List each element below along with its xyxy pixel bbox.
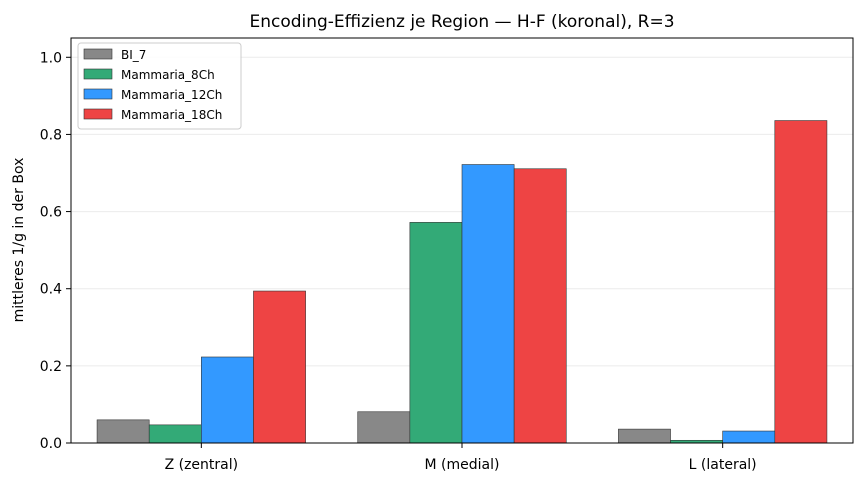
y-tick-label: 0.4 <box>40 282 62 298</box>
bar-mammaria-12ch <box>722 430 776 444</box>
bar-mammaria-18ch <box>253 290 306 444</box>
y-tick-label: 0.8 <box>40 127 62 143</box>
y-axis-label: mittleres 1/g in der Box <box>11 158 27 323</box>
y-tick-label: 1.0 <box>40 50 62 66</box>
legend-swatch <box>83 48 113 60</box>
bar-bi-7 <box>618 428 671 444</box>
legend-label: BI_7 <box>121 48 146 62</box>
y-tick-label: 0.0 <box>40 436 62 452</box>
y-axis: 0.0 0.2 0.4 0.6 0.8 1.0 <box>40 50 71 452</box>
legend-box <box>77 42 242 130</box>
y-tick-label: 0.2 <box>40 359 62 375</box>
legend-swatch <box>83 108 113 120</box>
x-tick-label: L (lateral) <box>689 457 757 473</box>
x-axis: Z (zentral) M (medial) L (lateral) <box>165 443 757 473</box>
bar-bi-7 <box>96 419 150 444</box>
bar-bi-7 <box>357 411 411 444</box>
legend-label: Mammaria_12Ch <box>121 88 222 102</box>
chart-title: Encoding-Effizienz je Region — H-F (koro… <box>249 12 674 32</box>
legend-label: Mammaria_8Ch <box>121 68 215 82</box>
y-tick-label: 0.6 <box>40 205 62 221</box>
bars <box>96 120 828 444</box>
bar-mammaria-8ch <box>148 424 202 444</box>
legend: BI_7 Mammaria_8Ch Mammaria_12Ch Mammaria_18… <box>77 42 242 130</box>
bar-mammaria-18ch <box>513 168 567 444</box>
bar-mammaria-8ch <box>409 222 463 444</box>
x-tick-label: Z (zentral) <box>165 457 239 473</box>
x-tick-label: M (medial) <box>425 457 500 473</box>
bar-mammaria-18ch <box>774 120 828 444</box>
legend-swatch <box>83 88 113 100</box>
legend-swatch <box>83 68 113 80</box>
bar-mammaria-12ch <box>461 164 515 444</box>
legend-label: Mammaria_18Ch <box>121 108 222 122</box>
bar-mammaria-12ch <box>201 356 254 444</box>
